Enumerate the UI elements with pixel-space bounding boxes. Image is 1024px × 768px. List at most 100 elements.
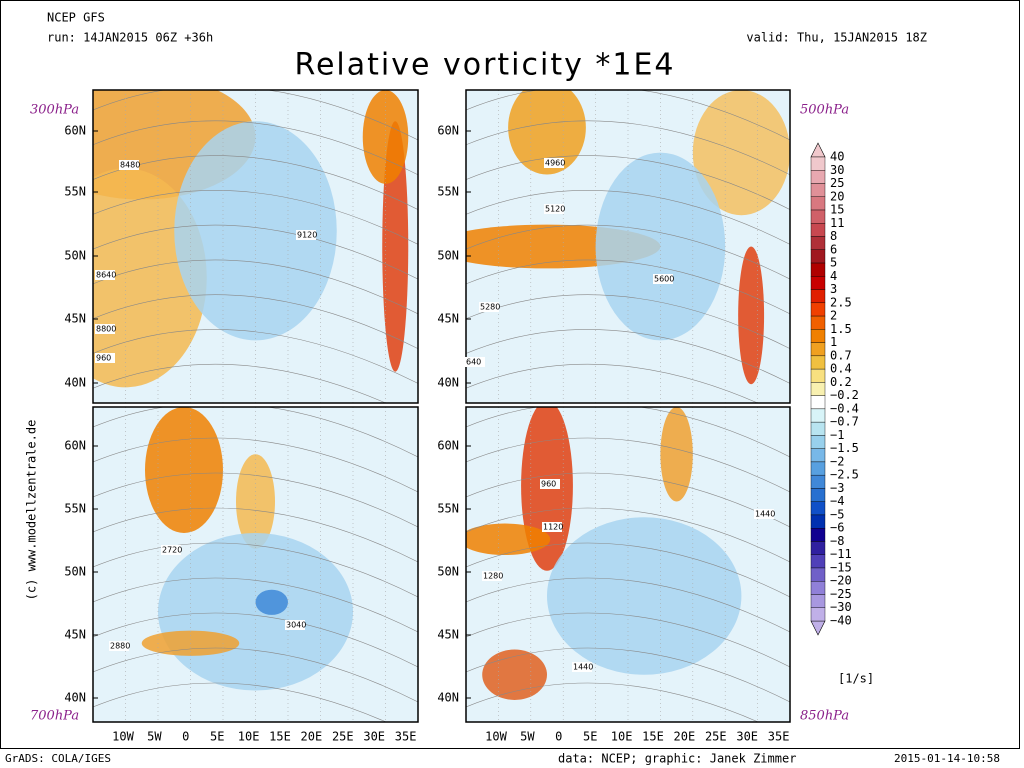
vorticity-field [547,517,742,675]
contour-label-bg [161,545,181,555]
colorbar-label: −3 [830,481,844,495]
lat-label: 45N [437,628,459,642]
vorticity-field [660,407,693,502]
colorbar-swatch [810,355,826,370]
lat-label: 45N [437,312,459,326]
lon-label: 10W [112,730,134,744]
side-credit: (c) www.modellzentrale.de [25,420,39,601]
colorbar-swatch [810,170,826,184]
pressure-level: 700hPa [30,709,79,724]
contour-label-bg [95,270,115,280]
colorbar-label: 0.4 [830,362,852,376]
vorticity-field [145,407,223,533]
colorbar-label: −2 [830,454,844,468]
lon-label: 5E [583,730,597,744]
contour-label: 2880 [110,642,130,651]
contour-line [93,363,387,403]
contour-label: 8480 [120,161,140,170]
vorticity-field [508,90,586,175]
contour-label-bg [544,204,564,214]
lon-label: 35E [395,730,417,744]
colorbar-swatch [810,342,826,357]
lat-label: 50N [437,249,459,263]
colorbar-swatch [810,461,826,476]
colorbar-swatch [810,567,826,582]
pressure-level: 500hPa [800,103,849,118]
lat-label: 55N [437,502,459,516]
vorticity-field [382,121,409,372]
colorbar-swatch [810,262,826,277]
contour-label-bg [542,522,562,532]
footer-right: 2015-01-14-10:58 [894,752,1000,765]
lon-label: 30E [736,730,758,744]
contour-line [466,682,759,722]
colorbar-swatch [810,382,826,396]
colorbar-label: 40 [830,150,844,164]
vorticity-field [362,90,409,184]
colorbar-label: −15 [830,560,852,574]
colorbar-swatch [810,209,826,224]
contour-label: 9120 [297,231,317,240]
colorbar-swatch [810,581,826,595]
contour-line [466,90,790,141]
colorbar-label: 5 [830,256,837,270]
lon-label: 10E [611,730,633,744]
colorbar-label: 4 [830,269,837,283]
colorbar-swatch [810,541,826,555]
contour-line [466,507,790,563]
colorbar-label: 30 [830,163,844,177]
lat-label: 40N [64,691,86,705]
colorbar-label: −4 [830,494,844,508]
colorbar-swatch [810,329,826,343]
contour-label-bg [119,160,139,170]
lat-label: 40N [64,376,86,390]
model: NCEP GFS [47,11,105,25]
map-panel [93,90,418,403]
lon-label: 20E [674,730,696,744]
contour-label: 960 [96,354,111,363]
contour-label: 1440 [755,510,775,519]
colorbar-label: 2.5 [830,295,852,309]
lon-label: 10E [238,730,260,744]
colorbar-label: −0.7 [830,415,859,429]
contour-line [93,577,418,633]
panel-border [92,406,419,723]
contour-label: 3040 [286,621,306,630]
lat-label: 40N [437,376,459,390]
lon-label: 20E [301,730,323,744]
contour-line [466,437,790,493]
run: run: 14JAN2015 06Z +36h [47,31,213,45]
colorbar-label: 1 [830,335,837,349]
contour-label: 8800 [96,325,116,334]
contour-line [466,120,790,176]
contour-label: 1280 [483,572,503,581]
colorbar-swatch [810,474,826,489]
colorbar-swatch [810,421,826,436]
lat-label: 50N [64,565,86,579]
contour-label-bg [95,353,115,363]
colorbar-label: 8 [830,229,837,243]
lon-label: 25E [332,730,354,744]
lat-label: 60N [64,124,86,138]
lat-label: 55N [437,185,459,199]
contour-line [466,542,790,598]
contour-label-bg [285,620,305,630]
lat-label: 60N [437,439,459,453]
contour-label: 5280 [480,303,500,312]
lon-label: 5W [520,730,535,744]
colorbar-label: −0.4 [830,401,859,415]
panel-border [465,406,791,723]
vorticity-field [236,454,275,549]
lon-label: 35E [768,730,790,744]
contour-label-bg [653,274,673,284]
colorbar-label: −2.5 [830,468,859,482]
contour-label: 5120 [545,205,565,214]
lat-label: 60N [64,439,86,453]
lon-label: 25E [705,730,727,744]
contour-label-bg [544,158,564,168]
vorticity-field [482,649,547,700]
vorticity-field [738,246,765,385]
valid: valid: Thu, 15JAN2015 18Z [746,31,927,45]
contour-line [93,542,418,598]
contour-line [93,437,418,493]
